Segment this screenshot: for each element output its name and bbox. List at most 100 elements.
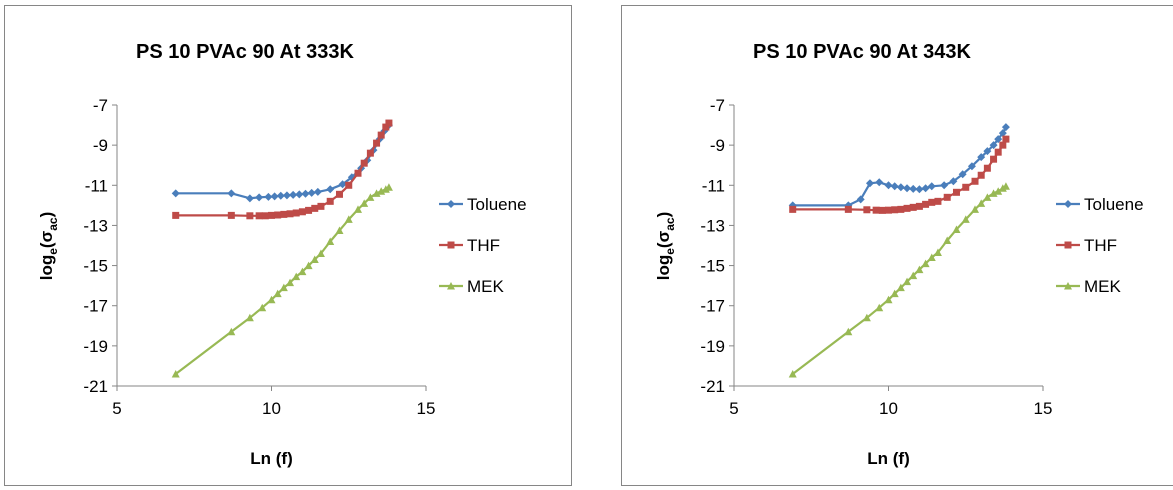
y-axis-label: loge(σac) <box>37 212 60 281</box>
thf-point <box>268 211 275 219</box>
legend-label: Toluene <box>467 195 527 214</box>
mek-point <box>335 226 344 234</box>
x-tick-label: 5 <box>112 399 121 418</box>
toluene-point <box>884 181 893 190</box>
thf-point <box>909 203 917 211</box>
mek-point <box>909 271 918 280</box>
legend-label: Toluene <box>1084 195 1144 214</box>
mek-point <box>286 278 295 287</box>
mek-point <box>933 248 942 257</box>
mek-point <box>903 277 912 286</box>
y-tick-label: -7 <box>93 96 108 115</box>
thf-line <box>792 138 1007 212</box>
mek-point <box>227 327 236 336</box>
legend-label: THF <box>1084 236 1117 255</box>
toluene-point <box>313 187 322 196</box>
mek-point <box>952 225 961 233</box>
thf-point <box>373 139 381 147</box>
series-toluene <box>171 121 393 203</box>
series-mek <box>788 182 1010 378</box>
thf-point <box>994 148 1002 156</box>
thf-point <box>977 171 985 179</box>
legend-item-toluene: Toluene <box>1056 195 1144 214</box>
mek-point <box>788 369 797 378</box>
y-tick-label: -13 <box>83 216 108 235</box>
toluene-point <box>994 135 1003 144</box>
thf-point <box>377 131 385 139</box>
legend-label: THF <box>467 236 500 255</box>
y-tick-label: -19 <box>700 337 725 356</box>
thf-point <box>922 200 930 208</box>
thf-point <box>360 159 368 167</box>
mek-point <box>326 237 335 245</box>
mek-point <box>377 187 386 195</box>
thf-point <box>255 212 263 220</box>
series-mek <box>171 183 393 378</box>
mek-point <box>921 259 930 268</box>
mek-point <box>171 369 180 378</box>
x-axis-label: Ln (f) <box>250 449 292 468</box>
chart-343k: PS 10 PVAc 90 At 343K -7 -9 -11 -13 -15 -17 -19… <box>654 41 1144 468</box>
x-axis-label: Ln (f) <box>867 449 909 468</box>
x-tick-label: 10 <box>262 399 281 418</box>
thf-point <box>305 206 313 214</box>
thf-point <box>246 212 254 220</box>
mek-point <box>890 289 899 298</box>
toluene-point <box>326 185 335 194</box>
mek-point <box>862 313 871 322</box>
legend-label: MEK <box>467 277 505 296</box>
y-tick-label: -15 <box>700 257 725 276</box>
mek-point <box>304 261 313 270</box>
y-tick-label: -9 <box>710 136 725 155</box>
legend-item-thf: THF <box>1056 236 1117 255</box>
thf-point <box>385 119 393 127</box>
mek-point <box>273 289 282 298</box>
y-tick-label: -21 <box>700 377 725 396</box>
toluene-point <box>896 183 905 192</box>
thf-point <box>990 155 998 163</box>
thf-point <box>311 204 319 212</box>
thf-point <box>280 210 288 218</box>
y-tick-label: -17 <box>700 297 725 316</box>
toluene-point <box>940 181 949 190</box>
mek-point <box>354 205 363 213</box>
mek-point <box>844 327 853 336</box>
toluene-point <box>890 182 899 191</box>
thf-point <box>227 211 235 219</box>
thf-line <box>175 122 390 217</box>
thf-point <box>326 197 334 205</box>
chart-panel-333k: PS 10 PVAc 90 At 333K -7 -9 -11 -13 -15 -17 -19… <box>4 5 572 486</box>
series-thf <box>172 119 393 220</box>
legend-marker <box>1064 241 1072 249</box>
mek-point <box>366 193 375 201</box>
thf-point <box>844 205 852 213</box>
mek-line <box>792 185 1007 375</box>
toluene-point <box>295 190 304 199</box>
toluene-point <box>227 189 236 198</box>
y-tick-label: -15 <box>83 257 108 276</box>
chart-panel-343k: PS 10 PVAc 90 At 343K -7 -9 -11 -13 -15 -17 -19… <box>621 5 1173 486</box>
thf-point <box>928 198 936 206</box>
thf-point <box>915 202 923 210</box>
y-tick-label: -19 <box>83 337 108 356</box>
mek-point <box>1001 182 1010 190</box>
mek-point <box>384 183 393 191</box>
legend-item-thf: THF <box>439 236 500 255</box>
thf-point <box>903 204 911 212</box>
legend-item-mek: MEK <box>1056 277 1122 296</box>
mek-point <box>884 295 893 304</box>
thf-point <box>345 181 353 189</box>
thf-point <box>789 205 797 213</box>
thf-point <box>934 197 942 205</box>
mek-point <box>344 215 353 223</box>
mek-point <box>292 272 301 281</box>
mek-point <box>372 189 381 197</box>
mek-point <box>989 189 998 197</box>
mek-point <box>267 295 276 304</box>
toluene-point <box>171 189 180 198</box>
mek-point <box>258 303 267 312</box>
toluene-point <box>977 153 986 162</box>
toluene-point <box>338 180 347 189</box>
toluene-point <box>998 129 1007 138</box>
chart-title: PS 10 PVAc 90 At 343K <box>753 41 971 63</box>
